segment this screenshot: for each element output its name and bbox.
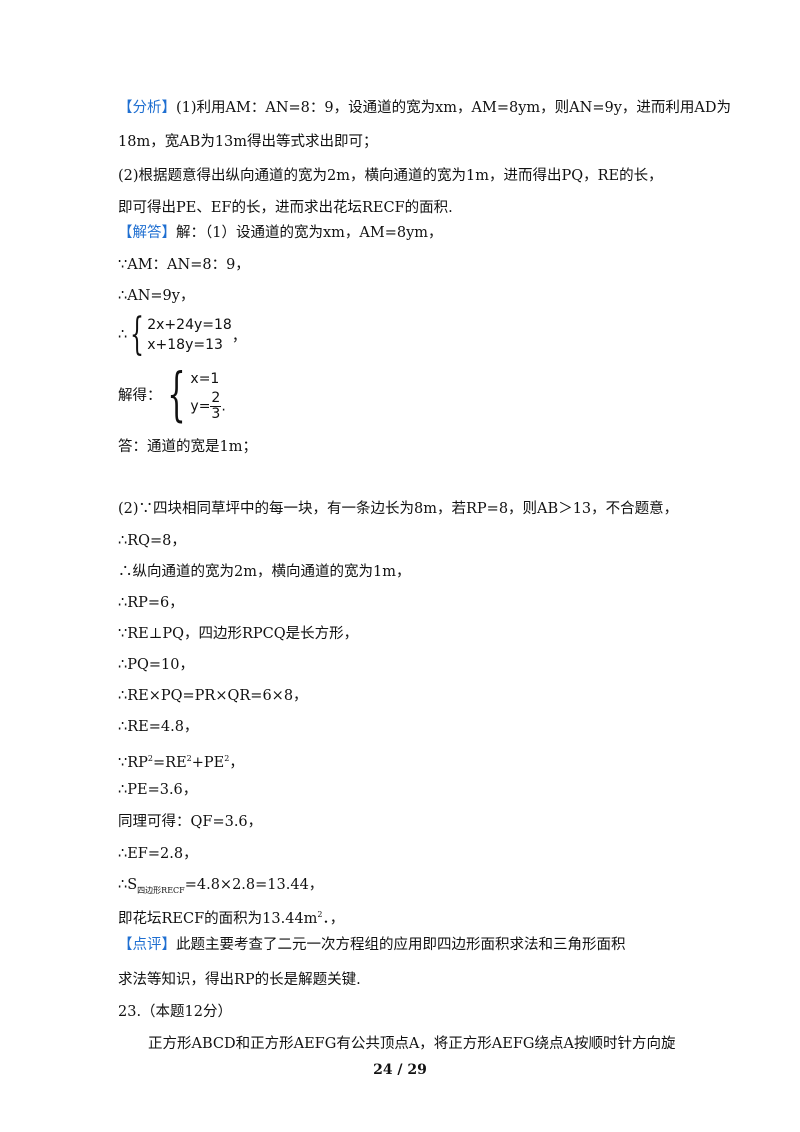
pythagoras-line: ∵RP2=RE2+PE2，: [118, 749, 244, 773]
analysis-tag: 【分析】: [118, 100, 176, 116]
equations: 2x+24y=18 x+18y=13: [147, 315, 232, 355]
part2-line: ∴PE=3.6，: [118, 782, 198, 798]
part2-line: ∴纵向通道的宽为2m，横向通道的宽为1m，: [118, 564, 411, 580]
equation-system: ∴ { 2x+24y=18 x+18y=13 ，: [118, 313, 246, 357]
text: 解：（1）设通道的宽为xm，AM=8ym，: [176, 225, 443, 241]
t: +PE: [191, 754, 225, 771]
sol1: x=1: [190, 370, 220, 387]
t: ∴S: [118, 877, 138, 893]
part2-line: ∵RE⊥PQ，四边形RPCQ是长方形，: [118, 626, 359, 642]
solve-label: 解得：: [118, 387, 162, 404]
eq2: x+18y=13: [147, 337, 223, 353]
solutions: x=1 y= 2 3.: [190, 367, 225, 422]
t: =RE: [153, 754, 187, 771]
analysis-line-1: 【分析】(1)利用AM：AN=8：9，设通道的宽为xm，AM=8ym，则AN=9…: [118, 98, 731, 118]
answer-1: 答：通道的宽是1m；: [118, 439, 257, 455]
part2-line: (2)∵四块相同草坪中的每一块，有一条边长为8m，若RP=8，则AB＞13，不合…: [118, 501, 679, 517]
solution-line: ∴AN=9y，: [118, 288, 195, 304]
period: .: [221, 398, 226, 414]
numerator: 2: [210, 389, 222, 407]
denominator: 3: [211, 405, 221, 422]
solution-line: ∵AM：AN=8：9，: [118, 257, 250, 273]
solution-line-1: 【解答】解：（1）设通道的宽为xm，AM=8ym，: [118, 223, 443, 243]
part2-line: ∴RE=4.8，: [118, 719, 199, 735]
t: 即花坛RECF的面积为13.44m: [118, 910, 318, 927]
comment-line-2: 求法等知识，得出RP的长是解题关键.: [118, 972, 361, 988]
analysis-line-3: (2)根据题意得出纵向通道的宽为2m，横向通道的宽为1m，进而得出PQ，RE的长…: [118, 168, 663, 184]
brace: {: [130, 309, 145, 360]
q23-title: 23.（本题12分）: [118, 1004, 233, 1020]
t: ，: [229, 754, 244, 771]
y-eq: y=: [190, 398, 211, 414]
sup: 2: [147, 754, 153, 763]
area-line: ∴S四边形RECF=4.8×2.8=13.44，: [118, 875, 323, 901]
page-number: 24 / 29: [373, 1062, 427, 1078]
q23-text: 正方形ABCD和正方形AEFG有公共顶点A，将正方形AEFG绕点A按顺时针方向旋: [148, 1036, 676, 1052]
text: (1)利用AM：AN=8：9，设通道的宽为xm，AM=8ym，则AN=9y，进而…: [176, 100, 731, 116]
sup: 2: [224, 754, 230, 763]
part2-line: ∴PQ=10，: [118, 657, 194, 673]
part2-line: ∴RP=6，: [118, 595, 184, 611]
sup: 2: [317, 910, 323, 919]
sub: 四边形RECF: [137, 885, 185, 895]
sol2: y= 2 3.: [190, 389, 226, 422]
part2-line: ∴RQ=8，: [118, 533, 186, 549]
therefore: ∴: [118, 327, 128, 343]
solution-system: 解得： { x=1 y= 2 3.: [118, 365, 226, 423]
suffix: ，: [231, 328, 247, 345]
t: 此题主要考查了二元一次方程组的应用即四边形面积求法和三角形面积: [176, 937, 626, 953]
t: ．，: [322, 910, 345, 927]
eq1: 2x+24y=18: [147, 317, 232, 333]
final-line: 即花坛RECF的面积为13.44m2．，: [118, 905, 344, 929]
analysis-line-2: 18m，宽AB为13m得出等式求出即可；: [118, 134, 378, 150]
sup: 2: [186, 754, 192, 763]
comment-line-1: 【点评】此题主要考查了二元一次方程组的应用即四边形面积求法和三角形面积: [118, 920, 626, 953]
brace: {: [166, 360, 186, 428]
analysis-line-4: 即可得出PE、EF的长，进而求出花坛RECF的面积.: [118, 200, 453, 216]
comment-tag: 【点评】: [118, 937, 176, 953]
part2-line: ∴RE×PQ=PR×QR=6×8，: [118, 688, 308, 704]
part2-line: 同理可得：QF=3.6，: [118, 814, 263, 830]
solution-tag: 【解答】: [118, 225, 176, 241]
t: ∵RP: [118, 754, 148, 771]
part2-line: ∴EF=2.8，: [118, 846, 198, 862]
t: =4.8×2.8=13.44，: [184, 877, 324, 893]
